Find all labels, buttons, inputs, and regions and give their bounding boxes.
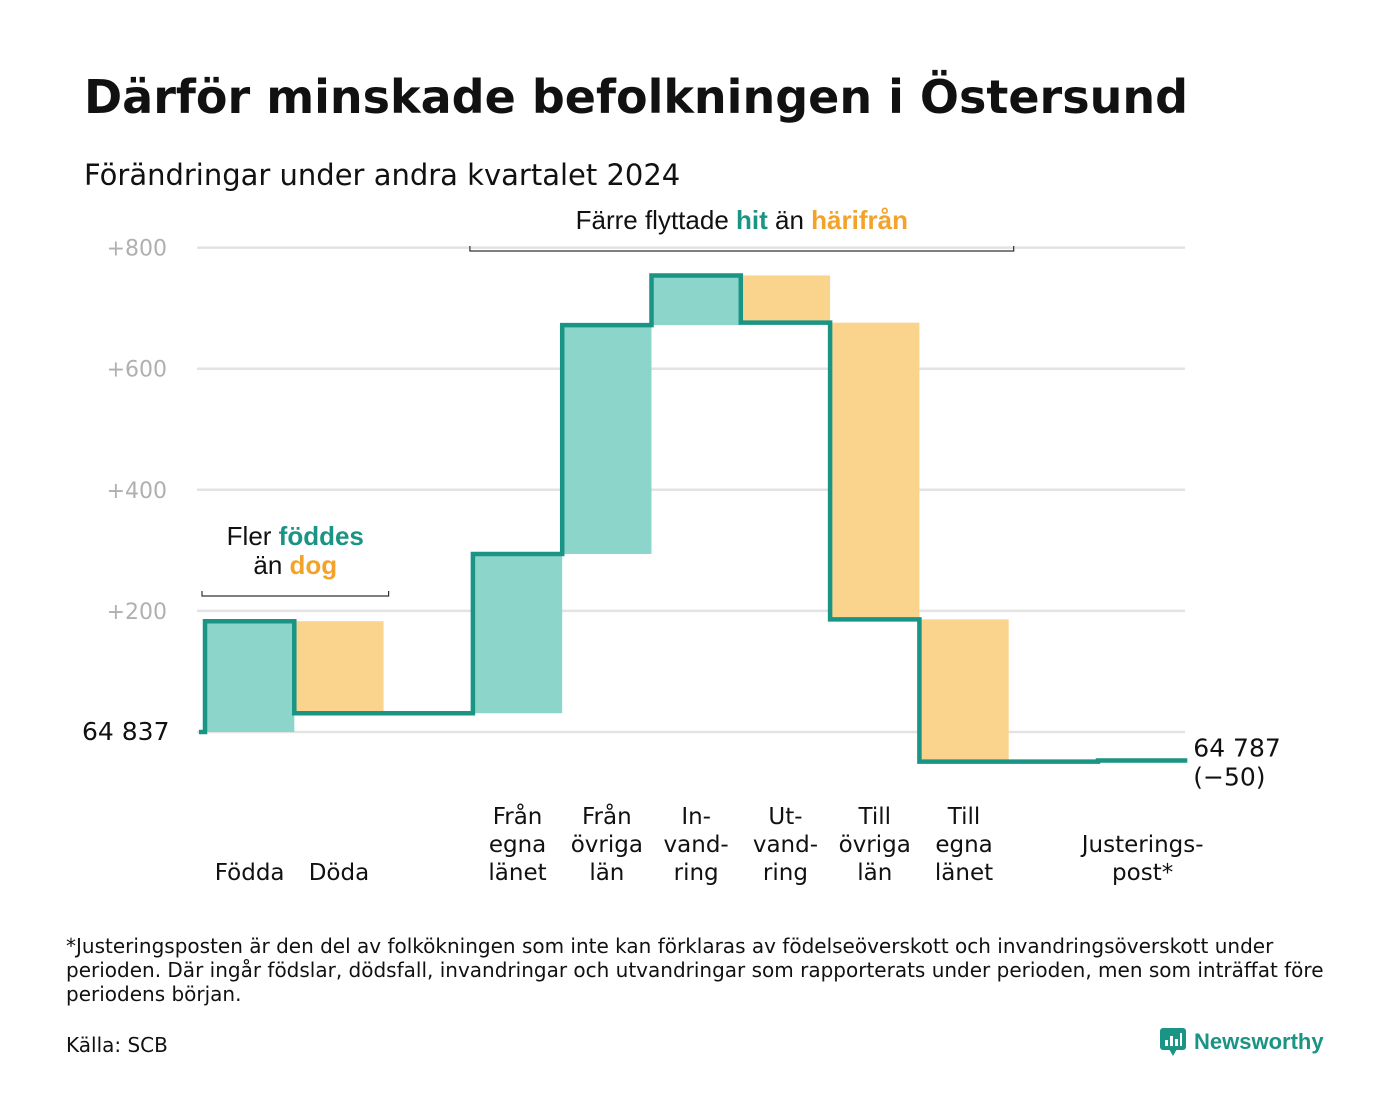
annotation-plain-word: än <box>768 205 811 235</box>
waterfall-bar <box>294 621 384 714</box>
annotation-text: Fler föddes <box>227 521 364 551</box>
category-label: In- <box>681 804 711 830</box>
annotation-text: än dog <box>253 550 337 580</box>
category-label: län <box>589 860 624 886</box>
category-label: Till <box>947 804 981 830</box>
end-value-label: 64 787 <box>1193 733 1280 762</box>
annotation-plain-word: Fler <box>227 521 279 551</box>
waterfall-chart: +200 +400 +600 +800 64 837 64 787(−50) Födda Dö… <box>82 205 1281 886</box>
start-value-label: 64 837 <box>82 717 169 746</box>
category-label: län <box>857 860 892 886</box>
cumulative-step-line <box>199 273 1188 764</box>
annotation-text: Färre flyttade hit än härifrån <box>576 205 908 235</box>
annotation-increase-word: föddes <box>279 521 364 551</box>
annotation-decrease-word: dog <box>290 550 338 580</box>
category-label: egna <box>935 832 992 858</box>
annotation-plain-word: än <box>253 550 289 580</box>
waterfall-bar <box>830 322 920 620</box>
category-label: övriga <box>839 832 911 858</box>
y-tick-label: +800 <box>107 237 167 262</box>
waterfall-bar <box>919 619 1009 762</box>
category-label: Från <box>493 802 543 830</box>
waterfall-bar <box>205 621 295 732</box>
y-tick-label: +200 <box>107 600 167 625</box>
waterfall-bar <box>472 553 563 714</box>
annotation-bracket <box>201 591 390 597</box>
category-label: Födda <box>215 860 285 886</box>
category-label: länet <box>488 860 546 886</box>
category-label: vand- <box>664 832 729 858</box>
chart-title: Därför minskade befolkningen i Östersund <box>84 70 1189 124</box>
category-label: Till <box>857 804 891 830</box>
category-label: vand- <box>753 832 818 858</box>
category-label: Döda <box>309 860 369 886</box>
category-label: ring <box>763 860 808 886</box>
category-label: egna <box>489 832 546 858</box>
source-note: Källa: SCB <box>66 1033 168 1057</box>
footnote: *Justeringsposten är den del av folkökni… <box>66 934 1324 1006</box>
waterfall-bar <box>740 275 831 323</box>
y-tick-label: +600 <box>107 358 167 383</box>
annotation-increase-word: hit <box>736 205 768 235</box>
category-label: Från <box>582 802 632 830</box>
annotation-plain-word: Färre flyttade <box>576 205 736 235</box>
newsworthy-logo-icon <box>1160 1028 1186 1056</box>
y-tick-label: +400 <box>107 479 167 504</box>
brand-logo: Newsworthy <box>1160 1028 1324 1056</box>
category-label: Ut- <box>768 804 802 830</box>
brand-name: Newsworthy <box>1194 1029 1324 1054</box>
annotation-bracket <box>469 246 1015 252</box>
category-label: länet <box>935 860 993 886</box>
category-label: ring <box>674 860 719 886</box>
annotation-decrease-word: härifrån <box>811 205 908 235</box>
category-label: övriga <box>571 832 643 858</box>
end-change-label: (−50) <box>1193 762 1265 791</box>
chart-subtitle: Förändringar under andra kvartalet 2024 <box>84 158 681 192</box>
category-label: post* <box>1112 860 1173 886</box>
category-label: Justerings- <box>1080 832 1204 858</box>
waterfall-bar <box>562 325 652 554</box>
waterfall-bar <box>651 275 741 326</box>
